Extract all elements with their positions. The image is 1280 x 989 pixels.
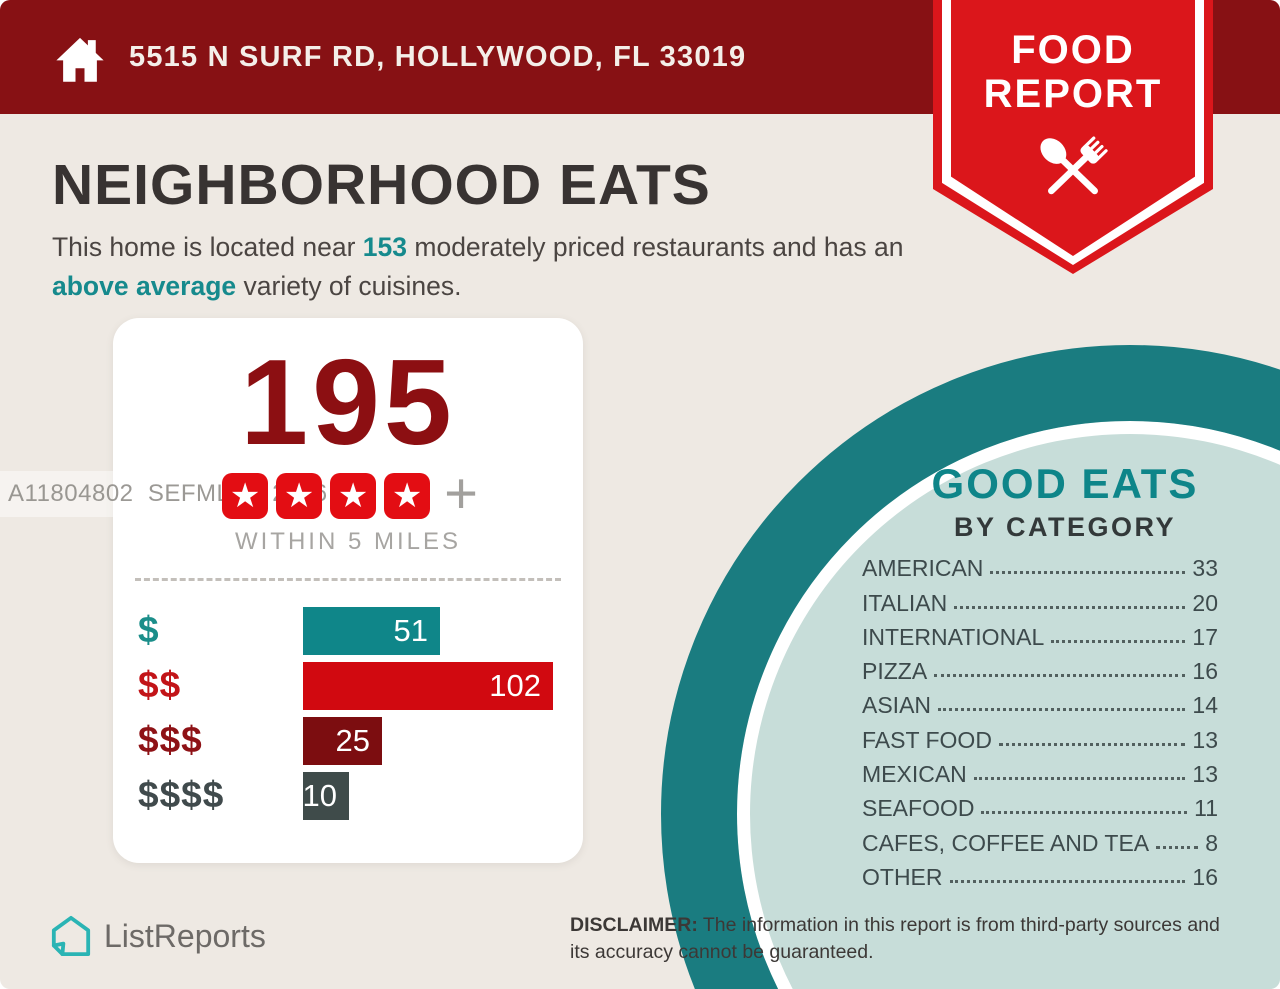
- price-bar-value: 51: [393, 613, 428, 649]
- restaurant-summary-card: 195 ★ ★ ★ ★ + WITHIN 5 MILES $51 $$ 102 $$$ 25 $$…: [113, 318, 583, 863]
- dotted-leader: [990, 571, 1186, 575]
- plus-icon: +: [444, 460, 478, 526]
- stars-row: ★ ★ ★ ★ +: [113, 461, 583, 526]
- home-icon: [56, 37, 104, 82]
- category-value: 13: [1192, 726, 1218, 753]
- category-row: OTHER 16: [862, 858, 1218, 892]
- category-label: ASIAN: [862, 692, 932, 719]
- disclaimer-label: DISCLAIMER:: [570, 914, 698, 936]
- category-label: SEAFOOD: [862, 795, 975, 822]
- price-row: $$$$ 10: [113, 772, 583, 821]
- listreports-logo-icon: [51, 915, 91, 957]
- dotted-leader: [973, 777, 1186, 781]
- restaurant-count: 153: [362, 232, 408, 262]
- disclaimer-text: The information in this report is from t…: [570, 914, 1220, 963]
- star-icon: ★: [222, 473, 269, 520]
- subtitle-text: moderately priced restaurants and has an: [407, 232, 904, 262]
- category-row: PIZZA 16: [862, 652, 1218, 686]
- subtitle-text: This home is located near: [52, 232, 363, 262]
- price-bar-value: 10: [302, 778, 337, 814]
- category-label: OTHER: [862, 863, 943, 890]
- category-row: AMERICAN 33: [862, 549, 1218, 583]
- category-label: MEXICAN: [862, 761, 967, 788]
- subtitle-text: variety of cuisines.: [236, 271, 462, 301]
- listreports-brand-name: ListReports: [104, 917, 266, 954]
- category-value: 16: [1192, 658, 1218, 685]
- ribbon-title: FOOD REPORT: [933, 28, 1213, 116]
- good-eats-heading: GOOD EATS BY CATEGORY: [880, 460, 1250, 543]
- price-bar-value: 25: [335, 723, 370, 759]
- good-eats-subtitle: BY CATEGORY: [953, 512, 1177, 542]
- price-bar-value: 102: [489, 668, 541, 704]
- dotted-leader: [934, 674, 1186, 678]
- price-bar: 102: [303, 662, 553, 711]
- category-row: MEXICAN 13: [862, 755, 1218, 789]
- category-label: CAFES, COFFEE AND TEA: [862, 829, 1150, 856]
- price-bar: 25: [303, 717, 382, 766]
- good-eats-title: GOOD EATS: [931, 460, 1199, 507]
- category-value: 20: [1192, 589, 1218, 616]
- price-row: $$$ 25: [113, 717, 583, 766]
- dotted-leader: [938, 708, 1186, 712]
- within-miles-label: WITHIN 5 MILES: [234, 528, 462, 556]
- category-label: PIZZA: [862, 658, 928, 685]
- dotted-leader: [998, 742, 1186, 746]
- ribbon-content: FOOD REPORT: [933, 0, 1213, 219]
- category-row: INTERNATIONAL 17: [862, 618, 1218, 652]
- property-address: 5515 N SURF RD, HOLLYWOOD, FL 33019: [129, 40, 747, 73]
- dotted-leader: [1051, 639, 1186, 643]
- spoon-fork-icon: [1040, 136, 1108, 195]
- category-row: FAST FOOD 13: [862, 720, 1218, 754]
- category-row: SEAFOOD 11: [862, 789, 1218, 823]
- variety-highlight: above average: [52, 271, 237, 301]
- price-tier-label: $: [138, 609, 160, 651]
- star-icon: ★: [276, 473, 323, 520]
- star-icon: ★: [330, 473, 377, 520]
- category-label: INTERNATIONAL: [862, 623, 1045, 650]
- category-label: FAST FOOD: [862, 726, 992, 753]
- total-restaurant-count: 195: [240, 334, 456, 470]
- category-row: CAFES, COFFEE AND TEA 8: [862, 823, 1218, 857]
- category-label: AMERICAN: [862, 555, 984, 582]
- disclaimer: DISCLAIMER: The information in this repo…: [570, 912, 1242, 966]
- category-value: 17: [1192, 623, 1218, 650]
- page-subtitle: This home is located near 153 moderately…: [52, 228, 922, 306]
- category-value: 8: [1205, 829, 1218, 856]
- category-value: 16: [1192, 863, 1218, 890]
- category-value: 33: [1192, 555, 1218, 582]
- category-row: ITALIAN 20: [862, 583, 1218, 617]
- price-bars: $51 $$ 102 $$$ 25 $$$$ 10: [113, 607, 583, 821]
- category-value: 14: [1192, 692, 1218, 719]
- price-tier-label: $$$: [138, 719, 203, 761]
- category-value: 13: [1192, 761, 1218, 788]
- price-tier-label: $$$$: [138, 774, 225, 816]
- dotted-leader: [1156, 845, 1199, 849]
- price-bar: 51: [303, 607, 440, 656]
- ribbon-title-line1: FOOD: [1011, 28, 1135, 72]
- price-tier-label: $$: [138, 664, 182, 706]
- category-value: 11: [1194, 795, 1218, 822]
- category-row: ASIAN 14: [862, 686, 1218, 720]
- price-row: $$ 102: [113, 662, 583, 711]
- dotted-leader: [949, 879, 1186, 883]
- star-icon: ★: [384, 473, 431, 520]
- food-report-ribbon: FOOD REPORT: [933, 0, 1213, 274]
- price-bar: 10: [302, 772, 349, 821]
- dotted-leader: [981, 811, 1188, 815]
- page-title: NEIGHBORHOOD EATS: [52, 153, 711, 217]
- ribbon-title-line2: REPORT: [983, 72, 1163, 116]
- dotted-leader: [954, 605, 1186, 609]
- listreports-brand: ListReports: [50, 914, 266, 958]
- price-row: $51: [113, 607, 583, 656]
- category-label: ITALIAN: [862, 589, 948, 616]
- dashed-divider: [135, 578, 561, 582]
- category-list: AMERICAN 33 ITALIAN 20 INTERNATIONAL 17 PIZZA 1…: [862, 549, 1218, 892]
